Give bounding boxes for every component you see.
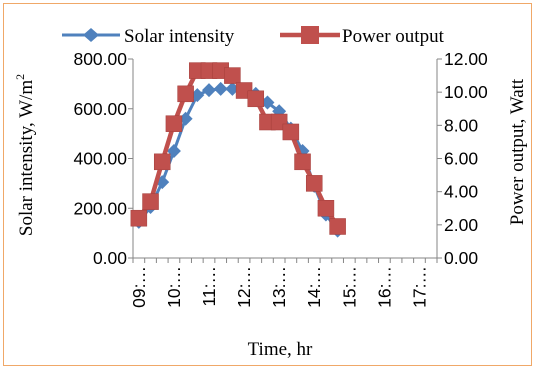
data-point: [153, 153, 171, 171]
y-left-tick-label: 0.00: [93, 248, 127, 268]
data-point: [282, 123, 300, 141]
data-point: [213, 81, 228, 96]
y-left-tick-label: 200.00: [73, 198, 127, 218]
x-tick-label: 10:…: [164, 266, 184, 308]
y-left-tick-label: 400.00: [73, 149, 127, 169]
data-point: [224, 67, 241, 84]
x-axis-title: Time, hr: [248, 339, 313, 360]
y-left-tick-label: 600.00: [73, 99, 127, 119]
x-tick-label: 13:…: [269, 266, 289, 308]
y-axis-left-title-superscript: 2: [13, 74, 27, 80]
y-axis-left-title: Solar intensity, W/m2: [13, 74, 37, 236]
y-right-tick-label: 0.00: [444, 248, 478, 268]
y-right-tick-label: 8.00: [444, 115, 478, 135]
legend-label: Solar intensity: [124, 26, 235, 47]
x-tick-label: 17:…: [409, 266, 429, 308]
series-layer: [130, 62, 346, 238]
y-axis-right-title-text: Power output, Watt: [507, 78, 528, 225]
tick-labels: 0.00 200.00 400.00 600.00 800.00 0.00 2.00 4.00…: [73, 49, 488, 308]
y-right-tick-label: 6.00: [444, 149, 478, 169]
y-right-tick-label: 12.00: [444, 49, 488, 69]
legend-item: Power output: [280, 26, 445, 47]
y-axis-left-title-text: Solar intensity, W/m: [16, 80, 37, 236]
data-point: [294, 153, 311, 171]
data-point: [305, 175, 323, 192]
data-point: [317, 200, 335, 217]
y-right-tick-label: 10.00: [444, 82, 488, 102]
data-point: [247, 90, 265, 108]
y-left-tick-label: 800.00: [73, 49, 127, 69]
x-tick-label: 15:…: [339, 266, 359, 308]
data-point: [142, 193, 159, 210]
y-axis-right-title: Power output, Watt: [507, 78, 528, 225]
legend-item: Solar intensity: [62, 26, 235, 47]
svg-text:Solar intensity, W/m2: Solar intensity, W/m2: [13, 74, 37, 236]
chart-frame: [3, 3, 532, 366]
data-point: [177, 85, 194, 103]
x-tick-label: 12:…: [234, 266, 254, 308]
data-point: [165, 115, 183, 132]
series-power-output: [130, 62, 346, 235]
x-tick-label: 11:…: [199, 266, 219, 307]
legend: Solar intensity Power output: [62, 26, 445, 47]
legend-label: Power output: [342, 26, 445, 47]
legend-swatch-marker: [83, 28, 99, 42]
data-point: [130, 209, 148, 227]
data-point: [329, 218, 346, 235]
legend-swatch-marker: [301, 26, 319, 44]
x-tick-label: 09:…: [129, 266, 149, 308]
x-tick-label: 14:…: [304, 266, 324, 308]
data-point: [202, 83, 216, 98]
y-right-tick-label: 2.00: [444, 215, 478, 235]
plot-area: [128, 58, 442, 263]
y-right-tick-label: 4.00: [444, 182, 478, 202]
x-tick-label: 16:…: [374, 266, 394, 308]
